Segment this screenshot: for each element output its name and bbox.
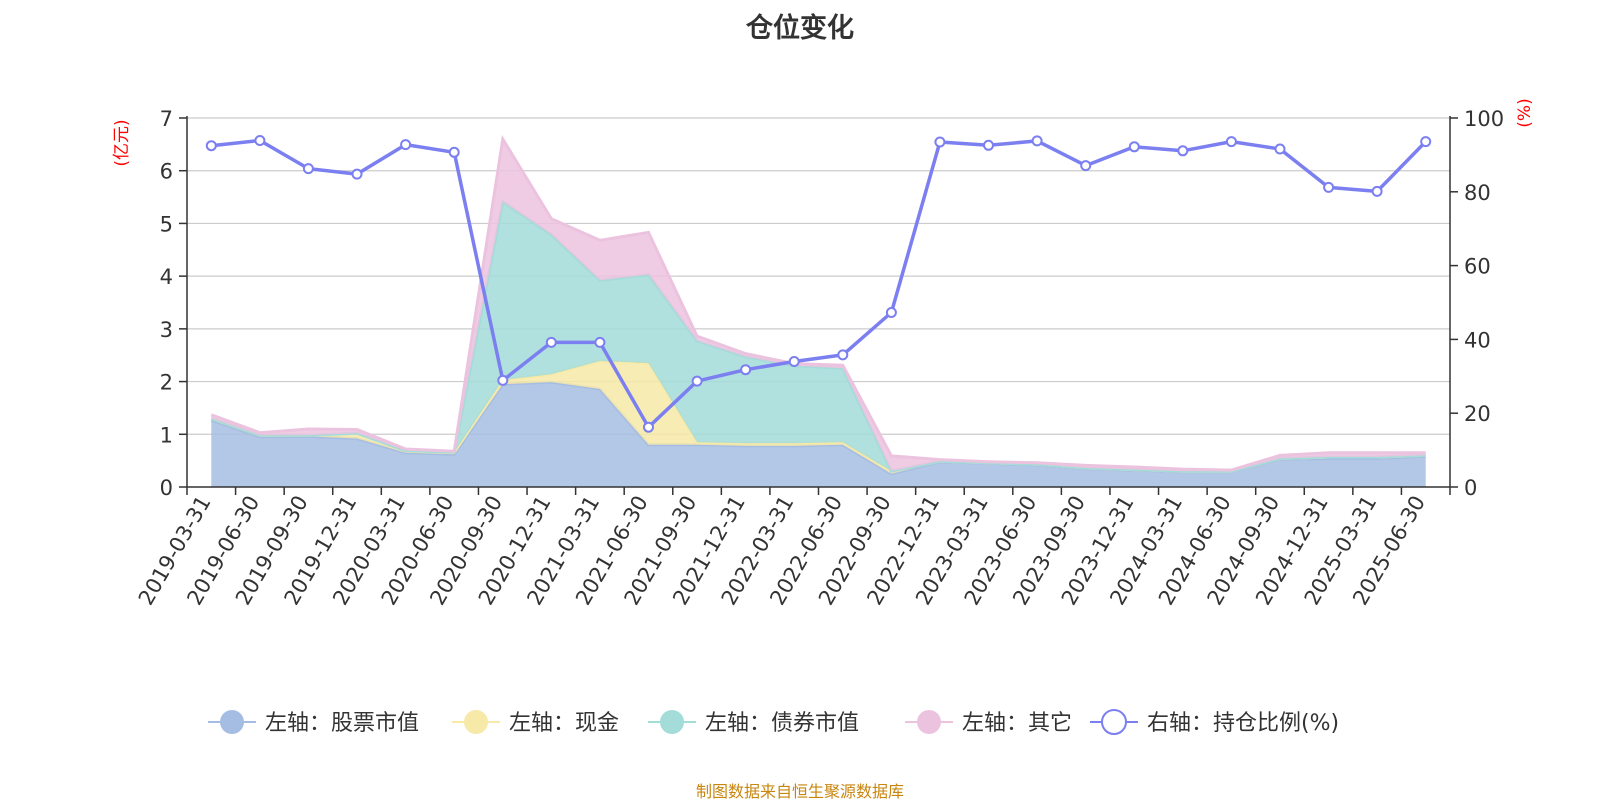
area-edge-other xyxy=(210,134,1426,472)
left-tick-label: 4 xyxy=(160,265,173,289)
axes: 012345670204060801002019-03-312019-06-30… xyxy=(112,98,1535,609)
ratio-point xyxy=(205,140,217,152)
legend-label-ratio: 右轴：持仓比例(%) xyxy=(1147,711,1339,736)
ratio-point xyxy=(1323,181,1335,193)
legend-symbol-bond xyxy=(660,710,684,734)
left-tick-label: 6 xyxy=(160,160,173,184)
ratio-point xyxy=(1177,145,1189,157)
ratio-point xyxy=(448,146,460,158)
ratio-point xyxy=(983,139,994,151)
right-tick-label: 0 xyxy=(1464,476,1477,500)
right-axis-unit: (%) xyxy=(1515,98,1535,127)
data-source-note: 制图数据来自恒生聚源数据库 xyxy=(695,782,904,801)
ratio-point xyxy=(545,336,557,348)
ratio-point xyxy=(1080,160,1092,172)
legend-label-cash: 左轴：现金 xyxy=(509,711,619,736)
ratio-point xyxy=(788,356,800,367)
legend-label-other: 左轴：其它 xyxy=(962,711,1072,736)
ratio-point xyxy=(885,307,897,318)
ratio-line xyxy=(211,138,1427,429)
stacked-areas xyxy=(210,134,1426,487)
ratio-point xyxy=(254,135,266,146)
ratio-point xyxy=(351,168,363,180)
ratio-point xyxy=(1420,136,1432,148)
chart-title: 仓位变化 xyxy=(746,13,854,44)
legend-label-bond: 左轴：债券市值 xyxy=(705,711,859,736)
right-tick-label: 40 xyxy=(1464,328,1491,352)
right-tick-label: 20 xyxy=(1464,402,1491,426)
ratio-point xyxy=(643,421,654,433)
right-tick-label: 100 xyxy=(1464,107,1504,131)
left-tick-label: 7 xyxy=(160,107,173,131)
legend-symbol-ratio xyxy=(1101,709,1127,735)
ratio-point xyxy=(302,163,314,175)
ratio-point xyxy=(1128,141,1140,153)
ratio-point xyxy=(934,136,946,148)
area-bond xyxy=(211,201,1426,472)
right-tick-label: 60 xyxy=(1464,255,1491,279)
ratio-line-series xyxy=(205,135,1432,433)
left-tick-label: 5 xyxy=(160,212,173,236)
ratio-point xyxy=(594,336,606,348)
ratio-point xyxy=(1225,136,1237,148)
ratio-point xyxy=(400,139,412,151)
ratio-point xyxy=(740,364,752,376)
left-tick-label: 0 xyxy=(160,476,173,500)
ratio-point xyxy=(1371,185,1383,197)
ratio-point xyxy=(691,375,703,387)
legend-symbol-stock xyxy=(220,710,244,734)
legend-label-stock: 左轴：股票市值 xyxy=(265,711,419,736)
left-tick-label: 1 xyxy=(160,423,173,447)
right-tick-label: 80 xyxy=(1464,181,1491,205)
area-stock xyxy=(211,382,1426,487)
legend-symbol-cash xyxy=(464,710,488,734)
ratio-point xyxy=(837,349,849,361)
ratio-point xyxy=(497,374,509,386)
legend: 左轴：股票市值 左轴：现金 左轴：债券市值 左轴：其它 右轴：持仓比例(%) xyxy=(208,709,1339,736)
legend-symbol-other xyxy=(917,710,941,734)
left-tick-label: 2 xyxy=(160,371,173,395)
ratio-point xyxy=(1031,135,1043,147)
left-axis-unit: (亿元) xyxy=(112,119,132,166)
ratio-point xyxy=(1274,143,1286,155)
left-tick-label: 3 xyxy=(160,318,173,342)
